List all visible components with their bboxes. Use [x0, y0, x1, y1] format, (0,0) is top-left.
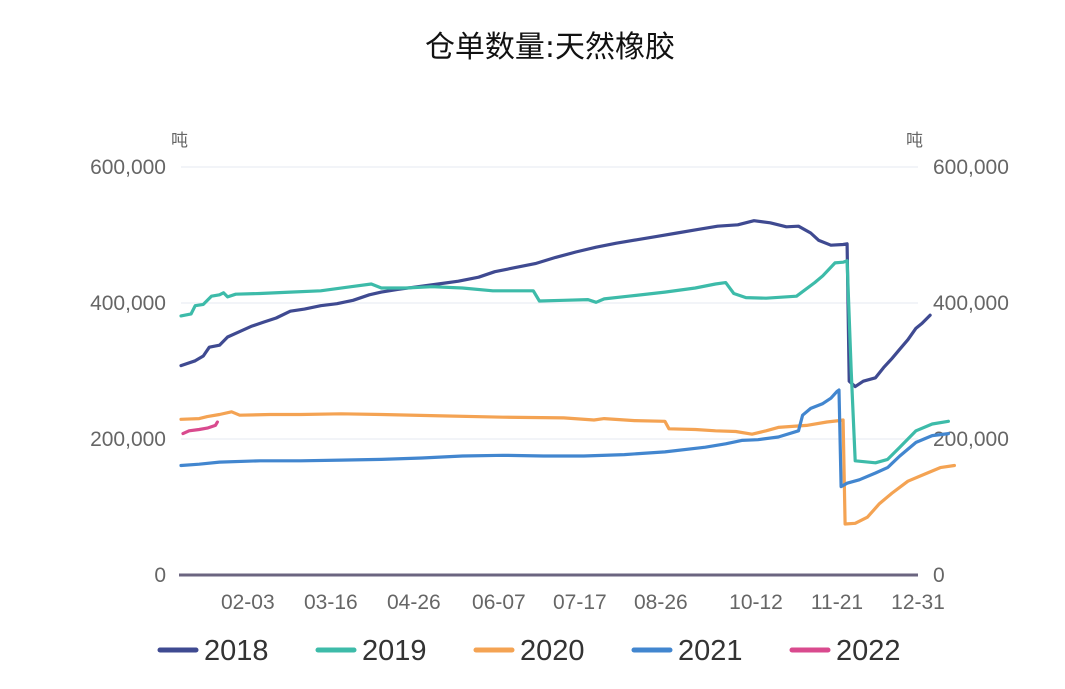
- y-tick-label-left: 400,000: [90, 292, 166, 315]
- legend[interactable]: 2018 2019 2020 2021 2022: [157, 635, 901, 667]
- x-tick-label: 11-21: [811, 591, 863, 614]
- series-line-2019: [179, 259, 950, 465]
- x-axis-ticks: 02-03 03-16 04-26 06-07 07-17 08-26 10-12 11-21…: [221, 591, 945, 614]
- series-line-2022: [181, 420, 219, 436]
- y-tick-label-right: 0: [933, 564, 945, 587]
- series-line-2021: [179, 388, 950, 489]
- legend-item-2022[interactable]: 2022: [789, 635, 901, 667]
- left-axis-unit: 吨: [171, 131, 188, 151]
- y-axis-ticks: 0 0 200,000 200,000 400,000 400,000 600,000 600…: [90, 156, 1009, 587]
- x-tick-label: 08-26: [634, 591, 688, 614]
- y-tick-label-left: 0: [154, 564, 166, 587]
- y-tick-label-left: 200,000: [90, 428, 166, 451]
- x-tick-label: 04-26: [387, 591, 441, 614]
- legend-label: 2022: [836, 635, 901, 667]
- x-tick-label: 06-07: [472, 591, 526, 614]
- legend-item-2020[interactable]: 2020: [473, 635, 585, 667]
- x-tick-label: 03-16: [304, 591, 358, 614]
- x-tick-label: 07-17: [553, 591, 607, 614]
- legend-item-2021[interactable]: 2021: [631, 635, 743, 667]
- legend-item-2018[interactable]: 2018: [157, 635, 269, 667]
- y-tick-label-right: 400,000: [933, 292, 1009, 315]
- legend-item-2019[interactable]: 2019: [315, 635, 427, 667]
- series-line-2018: [179, 219, 932, 389]
- y-tick-label-right: 200,000: [933, 428, 1009, 451]
- x-tick-label: 10-12: [729, 591, 783, 614]
- chart-title: 仓单数量:天然橡胶: [425, 30, 675, 65]
- legend-label: 2020: [520, 635, 585, 667]
- right-axis-unit: 吨: [906, 131, 923, 151]
- series-line-2020: [179, 410, 956, 526]
- y-tick-label-right: 600,000: [933, 156, 1009, 179]
- x-tick-label: 02-03: [221, 591, 275, 614]
- legend-label: 2018: [204, 635, 269, 667]
- series-lines: [179, 219, 956, 526]
- x-tick-label: 12-31: [891, 591, 945, 614]
- legend-label: 2021: [678, 635, 743, 667]
- grid-lines: [181, 166, 918, 440]
- y-tick-label-left: 600,000: [90, 156, 166, 179]
- legend-label: 2019: [362, 635, 427, 667]
